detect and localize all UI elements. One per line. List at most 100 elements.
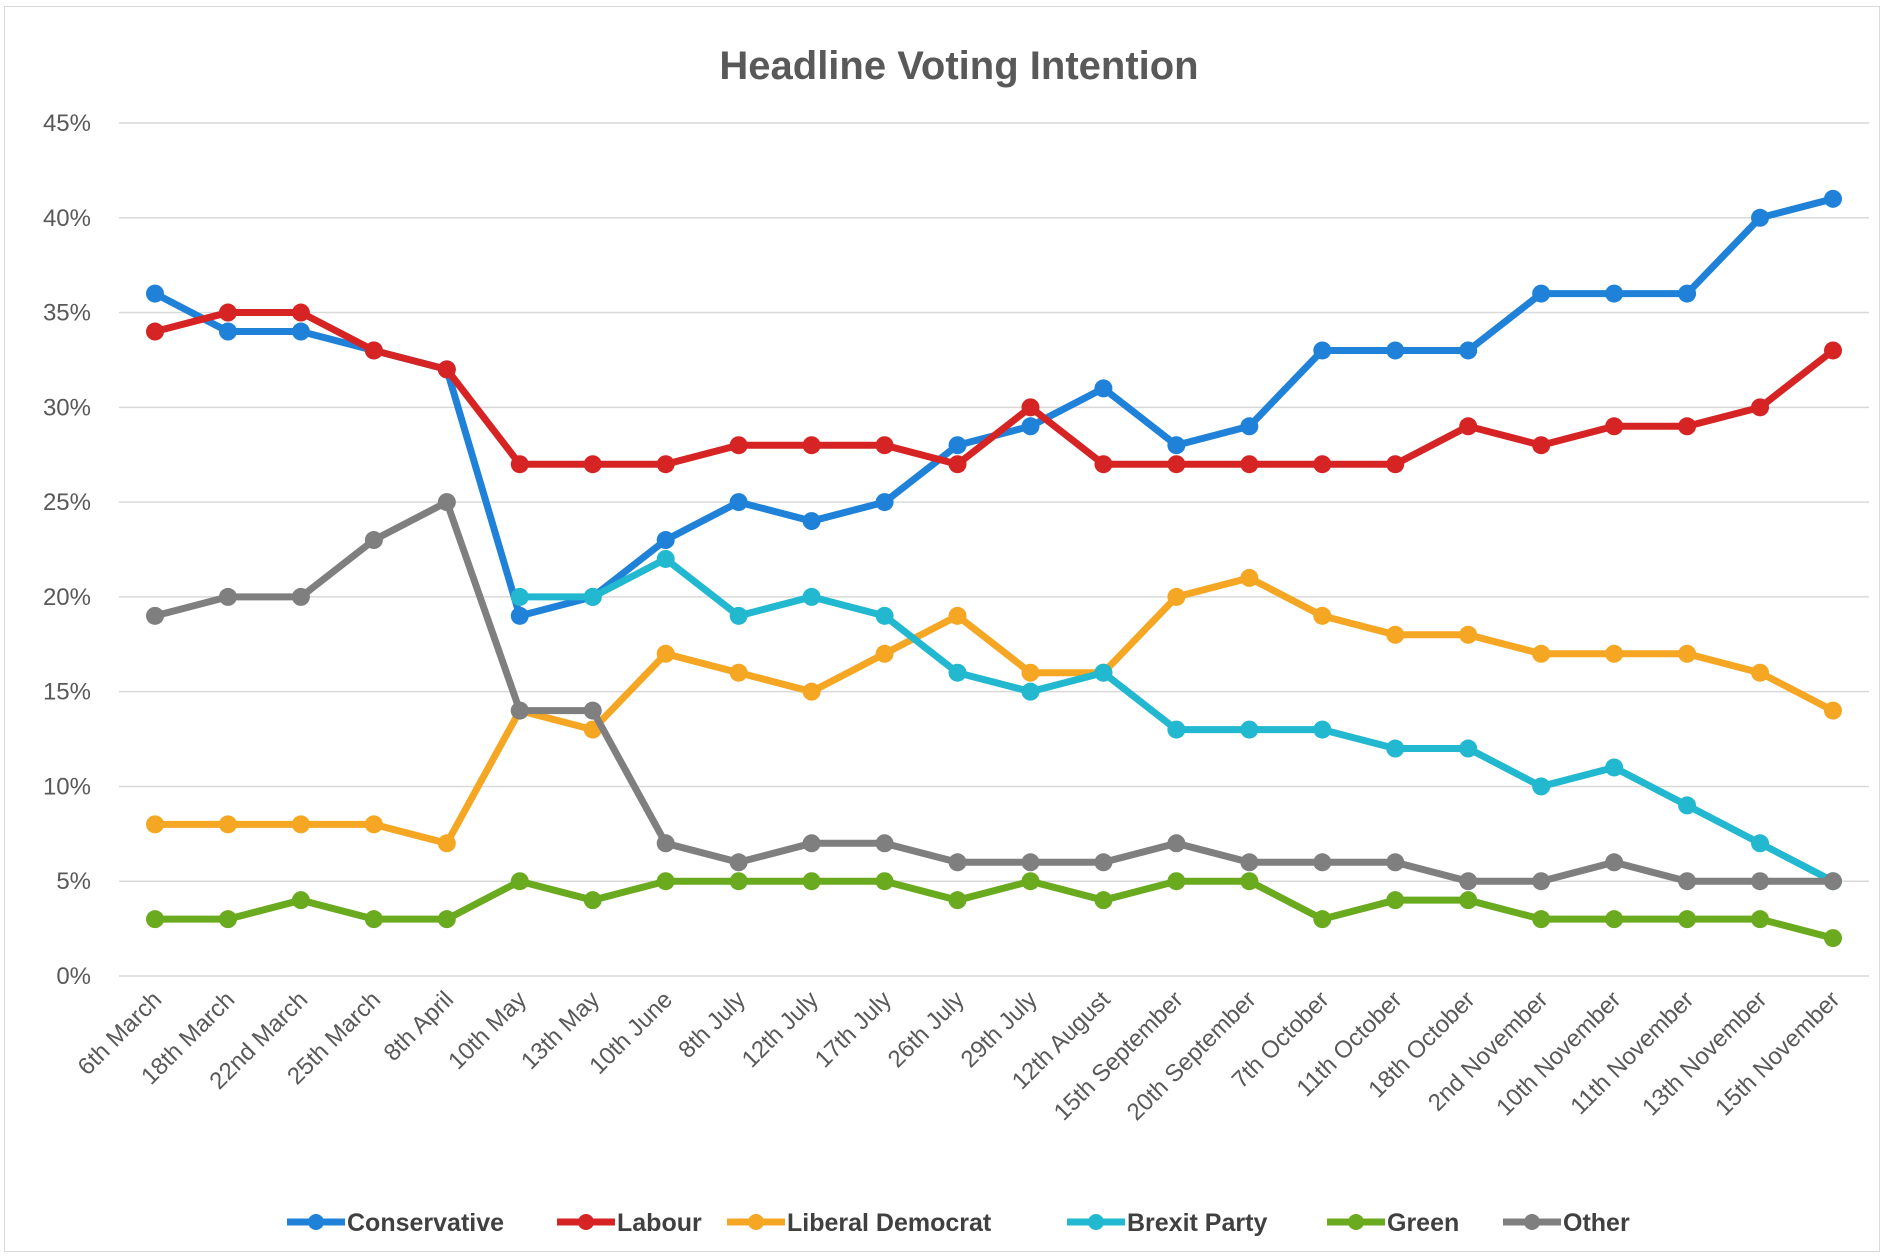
x-tick-label: 17th July (810, 986, 897, 1073)
data-point-green (802, 872, 821, 891)
legend-label: Brexit Party (1127, 1209, 1267, 1237)
series-line-other (151, 498, 1837, 885)
data-point-other (1824, 872, 1842, 891)
data-point-green (1532, 910, 1551, 929)
data-point-green (1459, 891, 1478, 910)
legend-marker (1348, 1214, 1364, 1230)
data-point-brexit-party (875, 606, 894, 625)
data-point-conservative (729, 493, 748, 512)
legend: Conservative Labour Liberal Democrat Brexit… (287, 1209, 1630, 1237)
data-point-green (1094, 891, 1113, 910)
data-point-green (875, 872, 894, 891)
data-point-conservative (510, 606, 529, 625)
x-tick-label: 15th September (1049, 986, 1189, 1126)
data-point-green (1313, 910, 1332, 929)
data-point-labour (291, 303, 310, 322)
data-point-green (364, 910, 383, 929)
legend-item-green: Green (1327, 1209, 1459, 1237)
data-point-labour (729, 436, 748, 455)
y-tick-label: 30% (43, 394, 91, 421)
y-tick-label: 40% (43, 205, 91, 232)
data-point-brexit-party (656, 549, 675, 568)
series-other (146, 493, 1842, 891)
y-tick-label: 25% (43, 489, 91, 516)
data-point-conservative (1459, 341, 1478, 360)
series-line-green (151, 877, 1837, 942)
data-point-green (1751, 910, 1770, 929)
data-point-labour (1240, 455, 1259, 474)
y-tick-label: 15% (43, 679, 91, 706)
x-tick-label: 10th May (443, 986, 532, 1075)
legend-marker (1524, 1214, 1540, 1230)
data-point-conservative (802, 512, 821, 531)
data-point-liberal-democrat (1605, 644, 1624, 663)
data-point-brexit-party (1313, 720, 1332, 739)
data-point-green (146, 910, 164, 929)
x-tick-label: 13th November (1637, 986, 1772, 1121)
data-point-labour (510, 455, 529, 474)
y-tick-label: 35% (43, 300, 91, 327)
data-point-labour (1751, 398, 1770, 417)
data-point-labour (218, 303, 237, 322)
x-tick-label: 20th September (1122, 986, 1262, 1126)
data-point-brexit-party (1751, 834, 1770, 853)
legend-marker (578, 1214, 594, 1230)
data-point-conservative (1532, 284, 1551, 303)
legend-item-brexit-party: Brexit Party (1067, 1209, 1267, 1237)
data-point-other (1605, 853, 1624, 872)
data-point-liberal-democrat (1532, 644, 1551, 663)
data-point-labour (146, 322, 164, 341)
data-point-conservative (1021, 417, 1040, 436)
data-point-conservative (1605, 284, 1624, 303)
data-point-brexit-party (948, 663, 967, 682)
data-point-liberal-democrat (729, 663, 748, 682)
data-point-liberal-democrat (948, 606, 967, 625)
legend-marker (748, 1214, 764, 1230)
data-point-brexit-party (1240, 720, 1259, 739)
data-point-other (291, 587, 310, 606)
data-point-labour (1167, 455, 1186, 474)
series-line-liberal-democrat (151, 574, 1837, 847)
data-point-brexit-party (1167, 720, 1186, 739)
data-point-other (1459, 872, 1478, 891)
data-point-liberal-democrat (1021, 663, 1040, 682)
data-point-green (437, 910, 456, 929)
data-point-brexit-party (583, 587, 602, 606)
data-point-other (437, 493, 456, 512)
data-point-green (1240, 872, 1259, 891)
chart-title: Headline Voting Intention (719, 44, 1198, 88)
data-point-liberal-democrat (875, 644, 894, 663)
data-point-green (948, 891, 967, 910)
data-point-other (583, 701, 602, 720)
data-point-brexit-party (802, 587, 821, 606)
data-point-labour (1678, 417, 1697, 436)
legend-marker (308, 1214, 324, 1230)
legend-marker (1088, 1214, 1104, 1230)
data-point-other (146, 606, 164, 625)
data-point-labour (656, 455, 675, 474)
series-lines (146, 189, 1842, 948)
data-point-labour (1605, 417, 1624, 436)
data-point-labour (948, 455, 967, 474)
data-point-green (656, 872, 675, 891)
y-tick-label: 20% (43, 584, 91, 611)
data-point-other (1167, 834, 1186, 853)
data-point-liberal-democrat (1313, 606, 1332, 625)
data-point-labour (1021, 398, 1040, 417)
data-point-green (1678, 910, 1697, 929)
data-point-other (1313, 853, 1332, 872)
data-point-other (1021, 853, 1040, 872)
data-point-labour (1459, 417, 1478, 436)
data-point-other (875, 834, 894, 853)
data-point-labour (364, 341, 383, 360)
x-tick-label: 12th July (737, 986, 824, 1073)
data-point-liberal-democrat (218, 815, 237, 834)
series-line-brexit-party (516, 555, 1837, 885)
data-point-conservative (656, 531, 675, 550)
data-point-conservative (218, 322, 237, 341)
data-point-other (802, 834, 821, 853)
chart-frame: Headline Voting Intention 0% 5% 10% 15% 20% 2… (4, 6, 1880, 1252)
data-point-liberal-democrat (437, 834, 456, 853)
y-tick-label: 45% (43, 110, 91, 137)
